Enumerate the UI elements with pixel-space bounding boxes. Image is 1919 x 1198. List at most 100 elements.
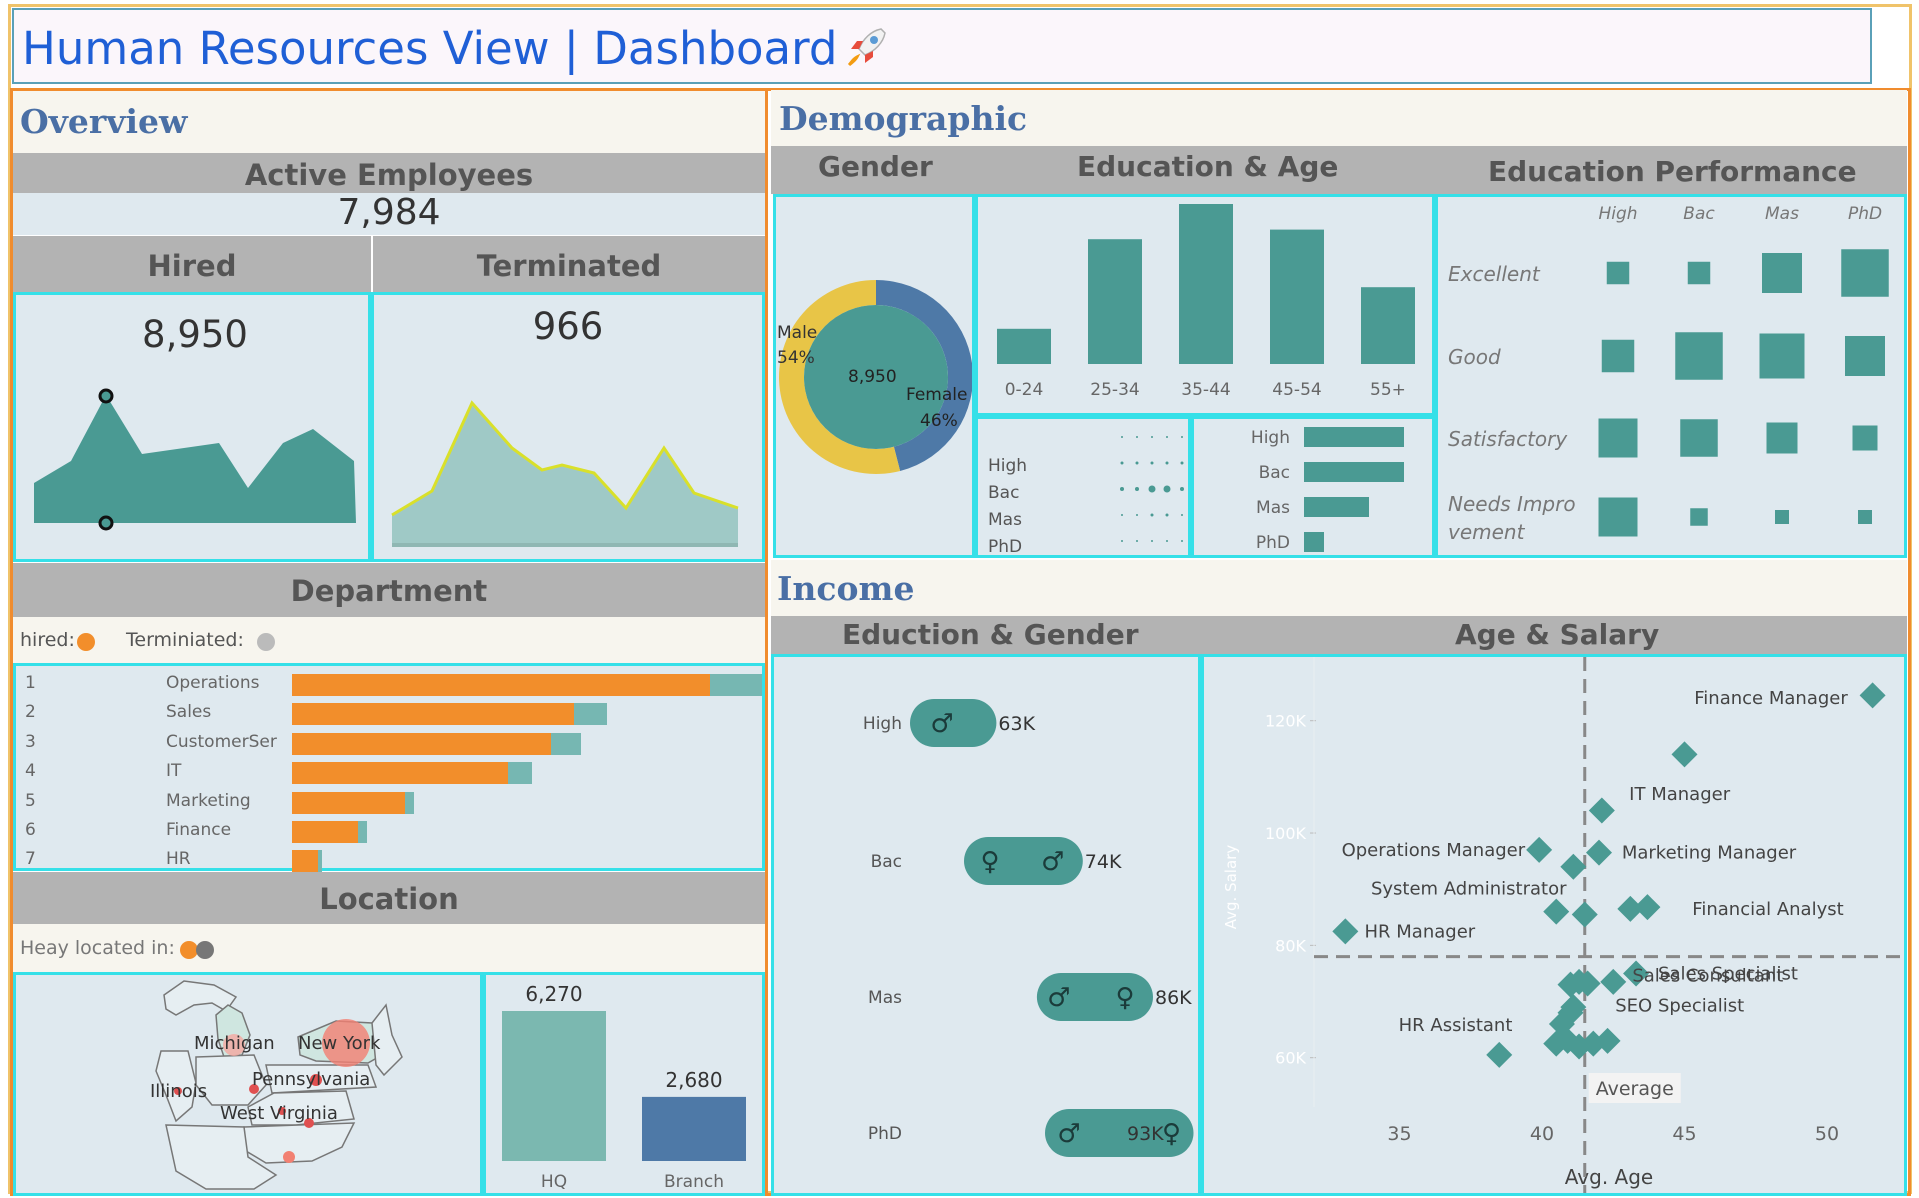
- scatter-point[interactable]: [1332, 918, 1359, 945]
- age-bar-label: 25-34: [1090, 380, 1139, 400]
- education-bar[interactable]: [1304, 462, 1404, 482]
- department-rank: 2: [25, 702, 36, 723]
- education-gender-pill[interactable]: [910, 699, 997, 747]
- education-gender-panel: High ♂ 63K Bac ♂ ♀ 74K Mas ♂ ♀ 86K PhD ♂ ♀ 93K: [771, 654, 1201, 1196]
- scatter-point[interactable]: [1571, 901, 1598, 928]
- location-bar-value: 6,270: [525, 982, 582, 1006]
- performance-square[interactable]: [1687, 261, 1711, 285]
- performance-square[interactable]: [1598, 418, 1638, 458]
- education-gender-pill[interactable]: [964, 837, 1083, 885]
- department-band: Department: [13, 563, 765, 617]
- performance-square[interactable]: [1690, 508, 1708, 526]
- education-gender-label: Bac: [871, 852, 902, 872]
- performance-square[interactable]: [1858, 510, 1872, 524]
- map-virginia-shape: [247, 1090, 355, 1126]
- scatter-label: SEO Specialist: [1615, 995, 1744, 1016]
- performance-row-label: Good: [1448, 345, 1501, 369]
- scatter-point[interactable]: [1560, 853, 1587, 880]
- department-name: Marketing: [166, 790, 251, 811]
- scatter-point[interactable]: [1574, 970, 1601, 997]
- legend-hired-dot: [77, 633, 95, 651]
- terminated-area: [392, 403, 738, 545]
- age-bar[interactable]: [1361, 287, 1415, 364]
- age-bar[interactable]: [1088, 239, 1142, 364]
- location-bar-value: 2,680: [665, 1068, 722, 1092]
- scatter-point[interactable]: [1634, 894, 1661, 921]
- education-dot-label: PhD: [988, 537, 1022, 555]
- performance-square[interactable]: [1759, 333, 1805, 379]
- scatter-point[interactable]: [1600, 968, 1627, 995]
- age-bar[interactable]: [1270, 229, 1324, 364]
- scatter-point[interactable]: [1486, 1041, 1513, 1068]
- education-gender-pill[interactable]: [1036, 973, 1153, 1021]
- department-row[interactable]: 2 Sales: [16, 699, 762, 727]
- age-bar[interactable]: [997, 328, 1051, 364]
- performance-square[interactable]: [1766, 422, 1798, 454]
- scatter-point[interactable]: [1594, 1027, 1621, 1054]
- age-bar[interactable]: [1179, 204, 1233, 364]
- state-label-newyork: New York: [298, 1033, 381, 1054]
- performance-square[interactable]: [1675, 332, 1723, 380]
- scatter-point[interactable]: [1588, 797, 1615, 824]
- department-panel: 1 Operations 2 Sales 3 CustomerSer 4 IT 5 Marketi…: [13, 663, 765, 874]
- scatter-point[interactable]: [1543, 898, 1570, 925]
- education-bar[interactable]: [1304, 532, 1324, 552]
- department-row[interactable]: 3 CustomerSer: [16, 729, 762, 757]
- scatter-point[interactable]: [1671, 741, 1698, 768]
- department-row[interactable]: 5 Marketing: [16, 788, 762, 816]
- y-tick-label: 120K: [1265, 712, 1307, 731]
- scatter-point[interactable]: [1586, 839, 1612, 866]
- education-dot: [1151, 436, 1153, 438]
- female-slice[interactable]: [876, 280, 972, 471]
- department-row[interactable]: 6 Finance: [16, 817, 762, 845]
- scatter-point[interactable]: [1623, 960, 1650, 987]
- education-bar[interactable]: [1304, 427, 1404, 447]
- map-new-england-shape: [371, 1003, 403, 1077]
- scatter-point[interactable]: [1617, 895, 1644, 922]
- education-bar-chart: High Bac Mas PhD: [1251, 427, 1404, 553]
- map-carolina-dot: [283, 1151, 295, 1163]
- age-bar-label: 55+: [1370, 380, 1406, 400]
- performance-square[interactable]: [1762, 253, 1802, 293]
- performance-square[interactable]: [1601, 339, 1635, 373]
- department-hired-bar: [292, 850, 318, 873]
- performance-square[interactable]: [1606, 261, 1630, 285]
- map-wv-dot: [278, 1107, 286, 1115]
- legend-terminated-label: Terminiated:: [126, 629, 244, 651]
- performance-row-label: Excellent: [1448, 262, 1541, 286]
- education-dot: [1181, 514, 1183, 516]
- scatter-point[interactable]: [1859, 682, 1886, 709]
- scatter-point[interactable]: [1543, 1030, 1570, 1057]
- map-illinois-shape: [155, 1050, 197, 1123]
- performance-square[interactable]: [1841, 249, 1889, 297]
- department-row[interactable]: 4 IT: [16, 758, 762, 786]
- education-age-panel: 0-24 25-34 35-44 45-54 55+: [975, 194, 1435, 416]
- hired-min-marker: [98, 515, 114, 531]
- education-dot: [1121, 436, 1123, 438]
- department-name: Operations: [166, 673, 260, 693]
- state-label-michigan: Michigan: [194, 1033, 275, 1054]
- performance-square[interactable]: [1845, 336, 1885, 376]
- department-terminated-bar: [404, 791, 415, 814]
- department-name: HR: [166, 849, 191, 870]
- location-bar-branch[interactable]: [642, 1096, 746, 1161]
- scatter-point[interactable]: [1566, 1033, 1593, 1060]
- scatter-label: Financial Analyst: [1692, 899, 1843, 920]
- performance-square[interactable]: [1852, 425, 1878, 451]
- legend-terminated-dot: [257, 633, 275, 651]
- education-dot: [1121, 514, 1123, 516]
- education-bar[interactable]: [1304, 497, 1369, 517]
- scatter-label: System Administrator: [1371, 878, 1567, 899]
- male-slice[interactable]: [779, 280, 901, 474]
- performance-square[interactable]: [1775, 510, 1789, 524]
- scatter-point[interactable]: [1526, 836, 1553, 863]
- department-row[interactable]: 1 Operations: [16, 670, 762, 698]
- education-gender-pill[interactable]: [1045, 1109, 1194, 1157]
- state-label-westvirginia: West Virginia: [220, 1103, 338, 1124]
- performance-square[interactable]: [1598, 497, 1638, 537]
- department-row[interactable]: 7 HR: [16, 846, 762, 874]
- education-dot: [1150, 461, 1154, 465]
- location-bar-hq[interactable]: [502, 1011, 606, 1161]
- scatter-point[interactable]: [1580, 1030, 1607, 1057]
- performance-square[interactable]: [1680, 419, 1718, 457]
